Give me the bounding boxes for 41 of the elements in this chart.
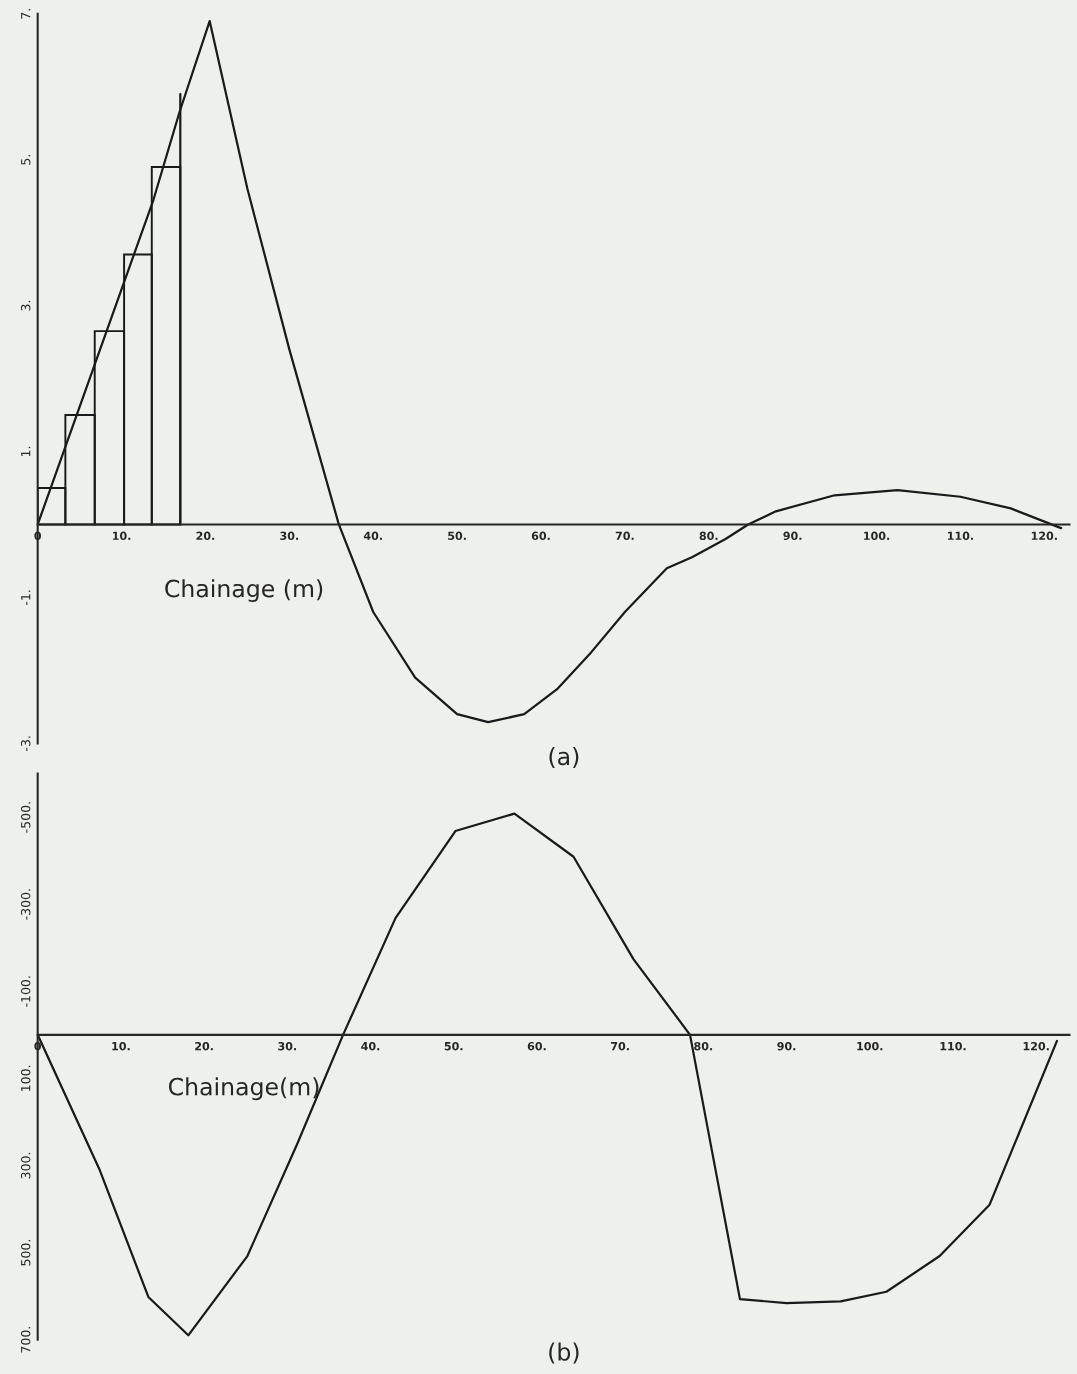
x-tick-label: 50. bbox=[444, 1041, 463, 1051]
y-tick-label: 100. bbox=[20, 1065, 31, 1091]
x-tick-label: 10. bbox=[112, 1041, 130, 1051]
x-tick-label: 70. bbox=[615, 531, 634, 540]
x-tick-label: 50. bbox=[448, 531, 466, 540]
text: (a) bbox=[549, 747, 579, 769]
y-tick-label: -300. bbox=[20, 889, 31, 920]
x-tick-label: 100. bbox=[864, 531, 890, 540]
x-tick-label: 60. bbox=[531, 531, 550, 540]
y-tick-label: -1. bbox=[21, 590, 31, 606]
y-tick-label: 3. bbox=[20, 300, 31, 311]
x-tick-label: 10. bbox=[112, 531, 131, 540]
x-tick-label: 30. bbox=[280, 531, 299, 540]
x-tick-label: 110. bbox=[947, 531, 973, 540]
y-tick-label: -500. bbox=[20, 802, 31, 833]
x-axis-title: Chainage (m) bbox=[165, 579, 323, 603]
y-tick-label: -3. bbox=[20, 736, 31, 751]
x-tick-label: 30. bbox=[278, 1041, 297, 1051]
x-tick-label: 120. bbox=[1031, 531, 1057, 540]
x-tick-label: 40. bbox=[363, 531, 382, 540]
x-tick-label: 90. bbox=[777, 1041, 796, 1051]
y-tick-label: 5. bbox=[21, 155, 31, 165]
x-tick-label: 20. bbox=[196, 531, 215, 540]
x-tick-label: 100. bbox=[857, 1041, 883, 1051]
x-tick-label: 110. bbox=[940, 1041, 966, 1051]
y-tick-label: -100. bbox=[20, 976, 31, 1007]
y-tick-label: 7. bbox=[21, 9, 31, 19]
y-tick-label: 1. bbox=[21, 446, 31, 457]
x-tick-label: 40. bbox=[361, 1041, 380, 1051]
x-tick-label: 80. bbox=[694, 1041, 713, 1051]
text: (b) bbox=[549, 1342, 579, 1364]
x-tick-label: 80. bbox=[699, 531, 718, 540]
y-tick-label: 300. bbox=[20, 1152, 31, 1179]
x-tick-label: 70. bbox=[611, 1041, 629, 1051]
x-tick-label: 90. bbox=[783, 531, 802, 540]
x-tick-label: 120. bbox=[1023, 1041, 1049, 1051]
y-tick-label: 500. bbox=[20, 1239, 31, 1266]
y-tick-label: 700. bbox=[20, 1327, 31, 1353]
x-tick-label: 20. bbox=[195, 1041, 213, 1051]
x-tick-label: 60. bbox=[527, 1041, 546, 1051]
x-axis-title: Chainage(m) bbox=[168, 1077, 319, 1101]
